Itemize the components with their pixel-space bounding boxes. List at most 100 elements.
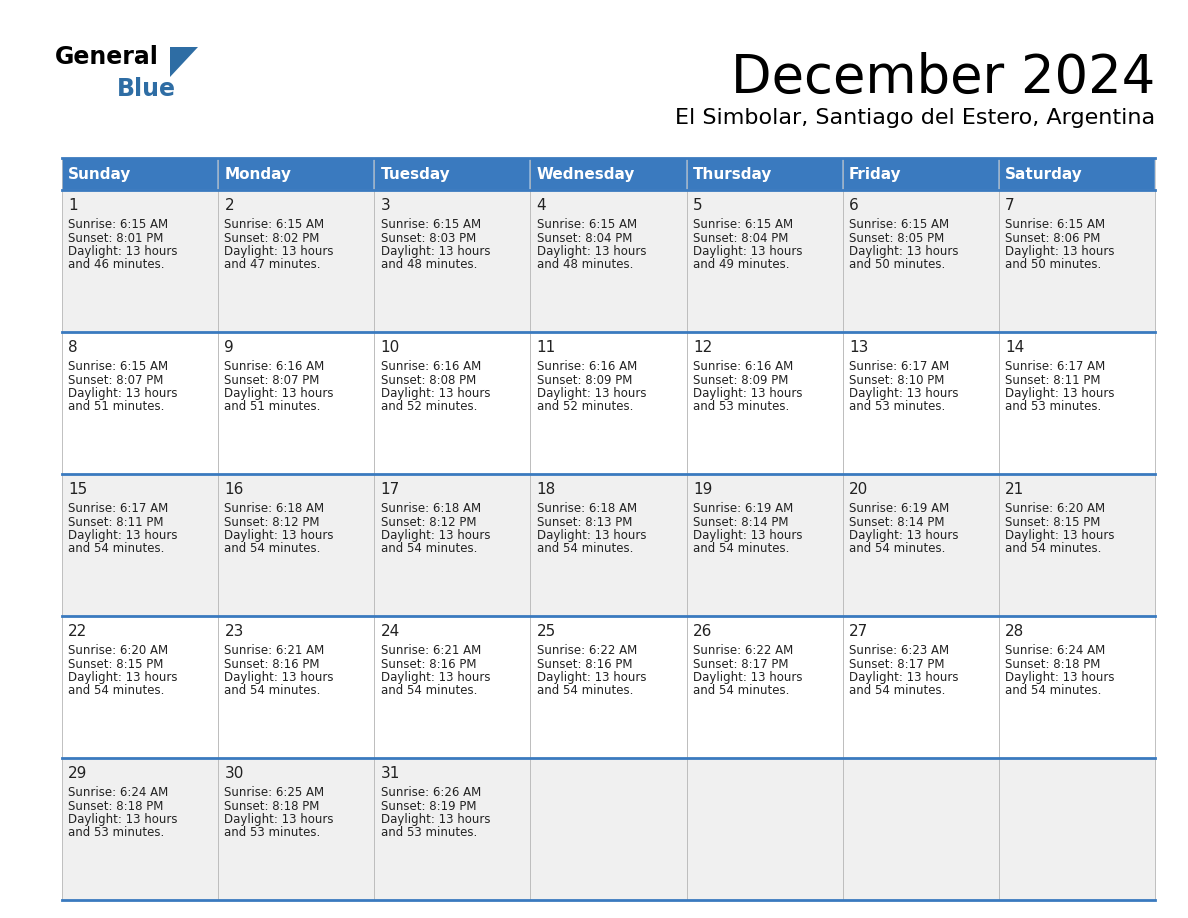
Text: and 50 minutes.: and 50 minutes.: [849, 259, 946, 272]
Text: and 54 minutes.: and 54 minutes.: [1005, 685, 1101, 698]
Text: Sunrise: 6:15 AM: Sunrise: 6:15 AM: [537, 218, 637, 231]
Text: 11: 11: [537, 340, 556, 355]
Text: Sunset: 8:05 PM: Sunset: 8:05 PM: [849, 231, 944, 244]
Text: and 48 minutes.: and 48 minutes.: [380, 259, 476, 272]
Bar: [530, 190, 687, 332]
Text: and 54 minutes.: and 54 minutes.: [693, 685, 789, 698]
Text: and 51 minutes.: and 51 minutes.: [68, 400, 165, 413]
Text: and 54 minutes.: and 54 minutes.: [537, 543, 633, 555]
Text: Daylight: 13 hours: Daylight: 13 hours: [380, 671, 489, 684]
Text: 26: 26: [693, 624, 712, 639]
Bar: [687, 758, 842, 900]
Text: Sunset: 8:12 PM: Sunset: 8:12 PM: [225, 516, 320, 529]
Text: Daylight: 13 hours: Daylight: 13 hours: [68, 813, 178, 826]
Text: 20: 20: [849, 482, 868, 497]
Bar: [999, 474, 1155, 616]
Text: Sunrise: 6:15 AM: Sunrise: 6:15 AM: [225, 218, 324, 231]
Bar: [842, 190, 999, 332]
Text: 4: 4: [537, 198, 546, 213]
Text: Daylight: 13 hours: Daylight: 13 hours: [225, 813, 334, 826]
Text: Sunset: 8:17 PM: Sunset: 8:17 PM: [693, 657, 789, 670]
Text: and 53 minutes.: and 53 minutes.: [380, 826, 476, 839]
Text: Daylight: 13 hours: Daylight: 13 hours: [693, 387, 802, 400]
Text: Sunset: 8:04 PM: Sunset: 8:04 PM: [537, 231, 632, 244]
Text: and 54 minutes.: and 54 minutes.: [693, 543, 789, 555]
Text: Sunset: 8:16 PM: Sunset: 8:16 PM: [225, 657, 320, 670]
Text: and 54 minutes.: and 54 minutes.: [68, 543, 165, 555]
Text: 2: 2: [225, 198, 234, 213]
Text: Sunset: 8:04 PM: Sunset: 8:04 PM: [693, 231, 788, 244]
Text: and 54 minutes.: and 54 minutes.: [225, 543, 321, 555]
Text: Monday: Monday: [225, 166, 291, 182]
Bar: [530, 474, 687, 616]
Text: and 54 minutes.: and 54 minutes.: [380, 543, 476, 555]
Bar: [842, 616, 999, 758]
Text: 17: 17: [380, 482, 400, 497]
Text: Tuesday: Tuesday: [380, 166, 450, 182]
Bar: [687, 158, 842, 190]
Text: and 50 minutes.: and 50 minutes.: [1005, 259, 1101, 272]
Text: Sunset: 8:09 PM: Sunset: 8:09 PM: [537, 374, 632, 386]
Text: 7: 7: [1005, 198, 1015, 213]
Bar: [530, 758, 687, 900]
Text: Sunrise: 6:21 AM: Sunrise: 6:21 AM: [225, 644, 324, 657]
Text: Daylight: 13 hours: Daylight: 13 hours: [1005, 671, 1114, 684]
Text: Sunrise: 6:19 AM: Sunrise: 6:19 AM: [849, 502, 949, 515]
Text: and 54 minutes.: and 54 minutes.: [849, 543, 946, 555]
Text: 28: 28: [1005, 624, 1024, 639]
Bar: [62, 474, 219, 616]
Text: 13: 13: [849, 340, 868, 355]
Text: Daylight: 13 hours: Daylight: 13 hours: [225, 529, 334, 542]
Text: Daylight: 13 hours: Daylight: 13 hours: [537, 387, 646, 400]
Text: Daylight: 13 hours: Daylight: 13 hours: [1005, 529, 1114, 542]
Text: 31: 31: [380, 766, 400, 781]
Bar: [219, 190, 374, 332]
Bar: [999, 190, 1155, 332]
Text: Sunset: 8:02 PM: Sunset: 8:02 PM: [225, 231, 320, 244]
Bar: [219, 474, 374, 616]
Bar: [530, 158, 687, 190]
Text: Sunrise: 6:15 AM: Sunrise: 6:15 AM: [693, 218, 792, 231]
Text: Sunrise: 6:18 AM: Sunrise: 6:18 AM: [380, 502, 481, 515]
Text: Sunrise: 6:24 AM: Sunrise: 6:24 AM: [1005, 644, 1105, 657]
Text: Sunrise: 6:15 AM: Sunrise: 6:15 AM: [1005, 218, 1105, 231]
Text: Daylight: 13 hours: Daylight: 13 hours: [849, 529, 959, 542]
Text: Sunset: 8:18 PM: Sunset: 8:18 PM: [225, 800, 320, 812]
Text: Daylight: 13 hours: Daylight: 13 hours: [693, 671, 802, 684]
Text: Sunset: 8:07 PM: Sunset: 8:07 PM: [225, 374, 320, 386]
Text: Sunrise: 6:15 AM: Sunrise: 6:15 AM: [68, 360, 169, 373]
Text: Daylight: 13 hours: Daylight: 13 hours: [225, 245, 334, 258]
Text: Sunrise: 6:26 AM: Sunrise: 6:26 AM: [380, 786, 481, 799]
Bar: [530, 616, 687, 758]
Text: Daylight: 13 hours: Daylight: 13 hours: [68, 529, 178, 542]
Bar: [62, 616, 219, 758]
Text: Sunset: 8:18 PM: Sunset: 8:18 PM: [1005, 657, 1100, 670]
Bar: [530, 332, 687, 474]
Text: 23: 23: [225, 624, 244, 639]
Bar: [62, 190, 219, 332]
Text: Sunrise: 6:18 AM: Sunrise: 6:18 AM: [537, 502, 637, 515]
Text: Blue: Blue: [116, 77, 176, 101]
Text: Daylight: 13 hours: Daylight: 13 hours: [537, 529, 646, 542]
Text: Sunrise: 6:21 AM: Sunrise: 6:21 AM: [380, 644, 481, 657]
Text: 3: 3: [380, 198, 391, 213]
Text: Sunrise: 6:24 AM: Sunrise: 6:24 AM: [68, 786, 169, 799]
Text: and 53 minutes.: and 53 minutes.: [225, 826, 321, 839]
Bar: [219, 616, 374, 758]
Text: 15: 15: [68, 482, 88, 497]
Bar: [374, 616, 530, 758]
Text: 25: 25: [537, 624, 556, 639]
Text: and 54 minutes.: and 54 minutes.: [1005, 543, 1101, 555]
Text: Sunset: 8:06 PM: Sunset: 8:06 PM: [1005, 231, 1100, 244]
Text: Sunset: 8:19 PM: Sunset: 8:19 PM: [380, 800, 476, 812]
Text: and 52 minutes.: and 52 minutes.: [380, 400, 476, 413]
Text: Sunrise: 6:17 AM: Sunrise: 6:17 AM: [68, 502, 169, 515]
Text: Sunset: 8:09 PM: Sunset: 8:09 PM: [693, 374, 788, 386]
Text: 10: 10: [380, 340, 400, 355]
Bar: [999, 616, 1155, 758]
Text: Thursday: Thursday: [693, 166, 772, 182]
Text: Sunrise: 6:15 AM: Sunrise: 6:15 AM: [380, 218, 481, 231]
Text: and 51 minutes.: and 51 minutes.: [225, 400, 321, 413]
Text: Sunrise: 6:15 AM: Sunrise: 6:15 AM: [849, 218, 949, 231]
Text: Sunrise: 6:17 AM: Sunrise: 6:17 AM: [849, 360, 949, 373]
